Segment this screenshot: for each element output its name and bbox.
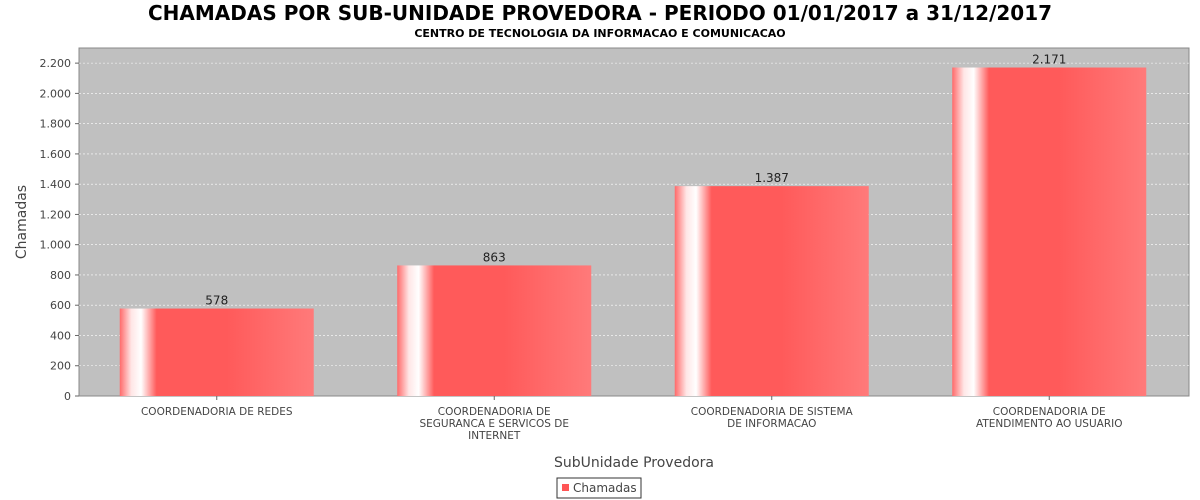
bar xyxy=(674,186,869,396)
x-category-label: ATENDIMENTO AO USUARIO xyxy=(976,418,1123,430)
x-category-label: DE INFORMACAO xyxy=(727,418,816,430)
x-category-label: COORDENADORIA DE REDES xyxy=(141,406,293,418)
y-tick-label: 1.600 xyxy=(40,148,72,161)
chart-title: CHAMADAS POR SUB-UNIDADE PROVEDORA - PER… xyxy=(148,1,1052,25)
bar-value-label: 2.171 xyxy=(1032,53,1066,67)
y-tick-label: 1.800 xyxy=(40,118,72,131)
y-tick-label: 1.200 xyxy=(40,208,72,221)
y-axis-label: Chamadas xyxy=(14,185,30,259)
x-axis-label: SubUnidade Provedora xyxy=(554,455,714,471)
bar xyxy=(952,67,1147,397)
bar-value-label: 1.387 xyxy=(755,171,789,185)
y-tick-label: 600 xyxy=(50,299,71,312)
y-tick-label: 800 xyxy=(50,269,71,282)
y-tick-label: 2.000 xyxy=(40,87,72,100)
x-category-label: INTERNET xyxy=(468,430,521,442)
bars: 578 863 1.387 2.171 xyxy=(119,53,1147,397)
y-tick-label: 1.400 xyxy=(40,178,72,191)
bar xyxy=(397,265,592,396)
x-category-label: COORDENADORIA DE xyxy=(993,406,1106,418)
chart-subtitle: CENTRO DE TECNOLOGIA DA INFORMACAO E COM… xyxy=(414,27,785,40)
y-axis: 0 200 400 600 800 1.000 1.200 1.400 1.600 1.800 2.… xyxy=(40,57,79,403)
y-tick-label: 0 xyxy=(64,390,71,403)
x-axis: COORDENADORIA DE REDES COORDENADORIA DESE… xyxy=(141,396,1123,442)
x-category-label: COORDENADORIA DE xyxy=(438,406,551,418)
x-category-label: SEGURANCA E SERVICOS DE xyxy=(420,418,569,430)
bar xyxy=(119,308,314,396)
bar-value-label: 863 xyxy=(483,250,506,264)
y-tick-label: 1.000 xyxy=(40,239,72,252)
legend: Chamadas xyxy=(556,477,642,499)
y-tick-label: 400 xyxy=(50,329,71,342)
legend-label: Chamadas xyxy=(573,481,637,495)
legend-box xyxy=(556,477,642,499)
x-category-label: COORDENADORIA DE SISTEMA xyxy=(691,406,854,418)
y-tick-label: 2.200 xyxy=(40,57,72,70)
y-tick-label: 200 xyxy=(50,360,71,373)
legend-swatch xyxy=(562,484,569,491)
bar-value-label: 578 xyxy=(205,294,228,308)
